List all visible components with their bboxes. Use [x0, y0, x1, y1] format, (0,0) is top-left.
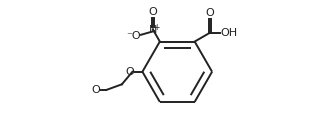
- Text: OH: OH: [221, 28, 238, 38]
- Text: N: N: [149, 25, 157, 35]
- Text: O: O: [149, 7, 157, 17]
- Text: +: +: [153, 22, 159, 31]
- Text: ⁻O: ⁻O: [127, 31, 141, 41]
- Text: O: O: [92, 85, 100, 95]
- Text: O: O: [126, 67, 134, 77]
- Text: O: O: [206, 8, 214, 18]
